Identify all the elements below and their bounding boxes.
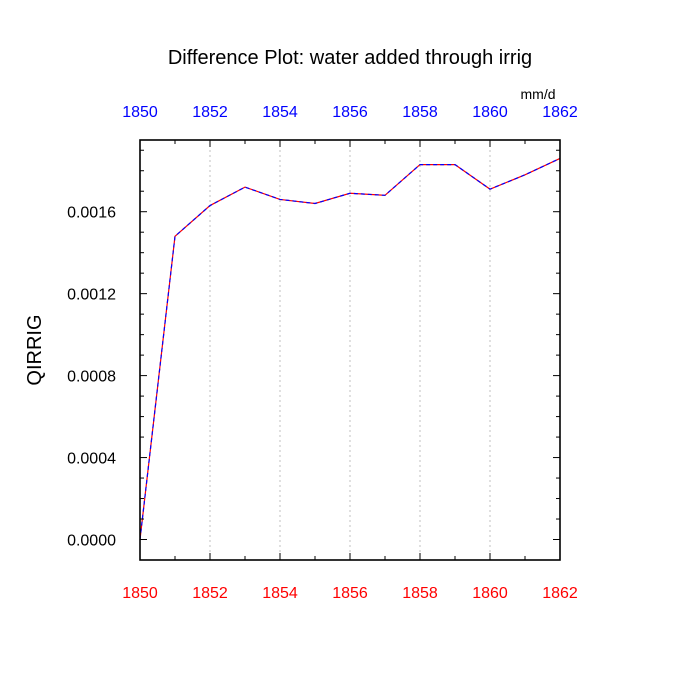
- label-layer: 1850 1850 1852 1852 1854 1854 1856 1856 1858 1858…: [67, 104, 578, 602]
- y-tick-label: 0.0004: [67, 451, 116, 468]
- units-label: mm/d: [521, 86, 556, 102]
- y-tick-label: 0.0008: [67, 369, 116, 386]
- y-axis-label: QIRRIG: [24, 314, 46, 385]
- x-tick-label-bottom: 1862: [542, 585, 578, 602]
- x-tick-label-top: 1850: [122, 104, 158, 121]
- series-layer: [139, 157, 561, 540]
- x-tick-label-top: 1852: [192, 104, 228, 121]
- x-tick-label-top: 1854: [262, 104, 298, 121]
- y-tick-label: 0.0016: [67, 205, 116, 222]
- plot-frame: [139, 139, 561, 561]
- x-tick-label-bottom: 1856: [332, 585, 368, 602]
- grid-layer: [209, 140, 491, 560]
- x-tick-label-top: 1856: [332, 104, 368, 121]
- y-tick-label: 0.0000: [67, 533, 116, 550]
- x-tick-label-top: 1862: [542, 104, 578, 121]
- x-tick-label-top: 1860: [472, 104, 508, 121]
- x-tick-label-bottom: 1854: [262, 585, 298, 602]
- x-tick-label-bottom: 1860: [472, 585, 508, 602]
- y-tick-label: 0.0012: [67, 287, 116, 304]
- x-tick-label-bottom: 1858: [402, 585, 438, 602]
- chart-title: Difference Plot: water added through irr…: [168, 47, 532, 69]
- x-tick-label-bottom: 1850: [122, 585, 158, 602]
- x-tick-label-top: 1858: [402, 104, 438, 121]
- x-tick-label-bottom: 1852: [192, 585, 228, 602]
